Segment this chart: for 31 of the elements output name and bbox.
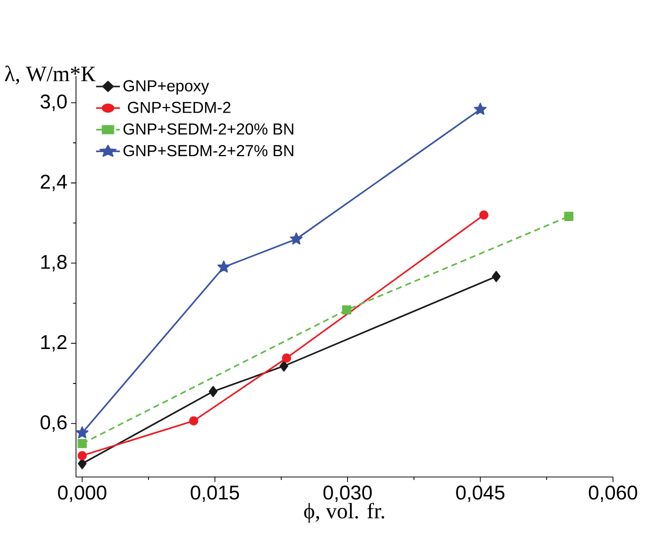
point <box>280 360 288 372</box>
point <box>76 426 88 438</box>
point <box>564 212 574 221</box>
x-tick-label: 0,030 <box>323 486 372 502</box>
point <box>282 353 292 363</box>
legend-label: GNP+SEDM-2+27% BN <box>124 145 294 156</box>
point <box>189 416 198 426</box>
x-tick-label: 0,000 <box>58 486 106 502</box>
x-tick-label: 0,060 <box>588 486 638 502</box>
point <box>78 458 87 470</box>
y-axis-title: λ, W/m*К <box>4 66 96 84</box>
point <box>342 305 352 315</box>
point <box>208 386 218 398</box>
y-tick-label: 1,2 <box>41 335 66 352</box>
point <box>78 451 87 460</box>
x-axis-title: ϕ, vol. fr. <box>304 502 384 523</box>
y-tick-label: 1,8 <box>41 254 67 272</box>
legend-label: GNP+SEDM-2 <box>128 102 230 114</box>
legend-label: GNP+epoxy <box>124 80 210 95</box>
x-tick-label: 0,045 <box>456 486 504 502</box>
point <box>479 210 488 220</box>
y-tick-label: 0,6 <box>40 415 67 432</box>
legend-label: GNP+SEDM-2+20% BN <box>124 123 294 135</box>
point <box>290 232 303 245</box>
x-tick-label: 0,015 <box>190 486 239 502</box>
point <box>474 102 487 115</box>
point <box>78 438 87 448</box>
point <box>217 260 230 273</box>
y-tick-label: 2,4 <box>40 174 67 192</box>
point <box>492 270 501 282</box>
y-tick-label: 3,0 <box>40 94 67 111</box>
